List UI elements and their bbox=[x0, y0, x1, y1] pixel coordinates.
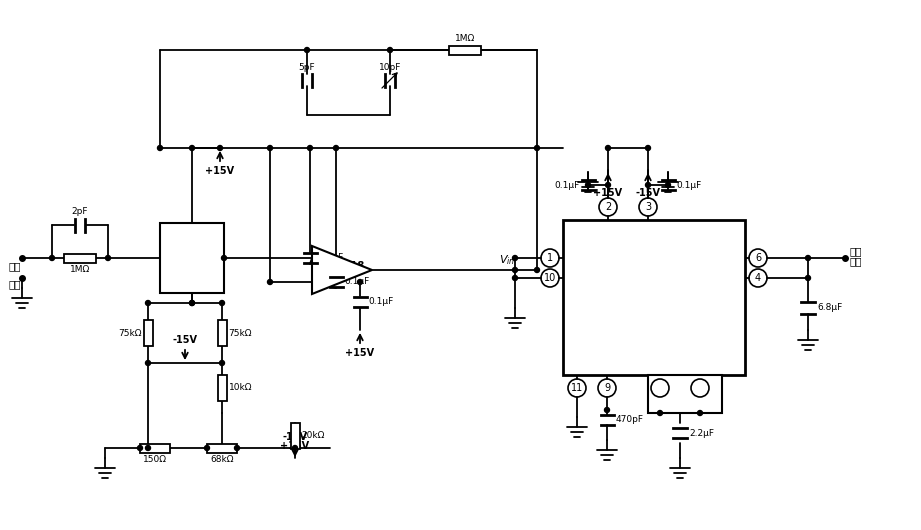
Text: 75kΩ: 75kΩ bbox=[228, 329, 252, 338]
Text: 2N3954: 2N3954 bbox=[169, 248, 215, 258]
Bar bbox=[563, 220, 745, 375]
Circle shape bbox=[190, 146, 194, 151]
Circle shape bbox=[106, 255, 111, 261]
Bar bbox=[64, 253, 96, 262]
Circle shape bbox=[605, 182, 611, 188]
Circle shape bbox=[146, 301, 150, 305]
Text: 75kΩ: 75kΩ bbox=[118, 329, 142, 338]
Circle shape bbox=[137, 446, 143, 450]
Text: 0.1μF: 0.1μF bbox=[677, 181, 702, 190]
Text: 6: 6 bbox=[755, 253, 761, 263]
Bar bbox=[217, 375, 227, 401]
Circle shape bbox=[217, 146, 223, 151]
Circle shape bbox=[534, 268, 540, 272]
Circle shape bbox=[388, 48, 392, 52]
Text: 2pF: 2pF bbox=[72, 208, 88, 216]
Circle shape bbox=[305, 48, 309, 52]
Text: 9: 9 bbox=[604, 383, 610, 393]
Circle shape bbox=[219, 360, 225, 366]
Circle shape bbox=[50, 255, 54, 261]
Bar bbox=[140, 444, 170, 453]
Circle shape bbox=[308, 146, 312, 151]
Circle shape bbox=[658, 411, 662, 416]
Text: AD536J: AD536J bbox=[623, 290, 685, 305]
Text: +15V: +15V bbox=[593, 188, 623, 198]
Text: +15V: +15V bbox=[205, 166, 235, 176]
Circle shape bbox=[697, 411, 703, 416]
Bar bbox=[449, 46, 481, 55]
Circle shape bbox=[646, 146, 650, 151]
Circle shape bbox=[512, 255, 518, 261]
Text: 1MΩ: 1MΩ bbox=[455, 34, 475, 43]
Circle shape bbox=[146, 446, 150, 450]
Text: 4: 4 bbox=[755, 273, 761, 283]
Text: 2: 2 bbox=[605, 202, 612, 212]
Text: 输入: 输入 bbox=[8, 279, 21, 289]
Text: 3: 3 bbox=[645, 202, 651, 212]
Circle shape bbox=[512, 276, 518, 280]
Text: 5pF: 5pF bbox=[298, 63, 315, 72]
Text: 10kΩ: 10kΩ bbox=[228, 384, 252, 393]
Circle shape bbox=[646, 182, 650, 188]
Circle shape bbox=[806, 276, 810, 280]
Circle shape bbox=[605, 146, 611, 151]
Text: 0.1μF: 0.1μF bbox=[368, 297, 394, 306]
Text: 1MΩ: 1MΩ bbox=[70, 265, 90, 274]
Circle shape bbox=[586, 182, 590, 188]
Text: 1: 1 bbox=[547, 253, 554, 263]
Text: 10pF: 10pF bbox=[379, 63, 402, 72]
Circle shape bbox=[221, 255, 227, 261]
Circle shape bbox=[235, 446, 239, 450]
Circle shape bbox=[333, 146, 339, 151]
Circle shape bbox=[512, 268, 518, 272]
Circle shape bbox=[666, 182, 670, 188]
Bar bbox=[217, 320, 227, 346]
Text: 8: 8 bbox=[657, 383, 663, 393]
Text: $V_{in}$: $V_{in}$ bbox=[499, 253, 515, 267]
Text: -15V: -15V bbox=[635, 188, 660, 198]
Text: 直流: 直流 bbox=[850, 246, 862, 256]
Text: 交流: 交流 bbox=[8, 261, 21, 271]
Text: 20kΩ: 20kΩ bbox=[301, 431, 325, 440]
Text: 0.1μF: 0.1μF bbox=[554, 181, 579, 190]
Bar bbox=[648, 375, 722, 413]
Text: -15V: -15V bbox=[283, 432, 308, 442]
Circle shape bbox=[219, 301, 225, 305]
Circle shape bbox=[267, 146, 273, 151]
Text: 150Ω: 150Ω bbox=[143, 455, 167, 464]
Text: 0.1μF: 0.1μF bbox=[344, 278, 369, 287]
Bar bbox=[290, 423, 299, 449]
Circle shape bbox=[190, 301, 194, 305]
Circle shape bbox=[267, 279, 273, 285]
Text: +15V: +15V bbox=[345, 348, 375, 358]
Bar bbox=[160, 223, 224, 293]
Circle shape bbox=[293, 446, 297, 450]
Text: 2: 2 bbox=[189, 261, 195, 271]
Text: 11: 11 bbox=[571, 383, 583, 393]
Text: LM318: LM318 bbox=[328, 261, 364, 271]
Circle shape bbox=[806, 255, 810, 261]
Text: 7: 7 bbox=[697, 383, 703, 393]
Text: 6.8μF: 6.8μF bbox=[817, 304, 842, 313]
Text: 2.2μF: 2.2μF bbox=[689, 428, 714, 437]
Text: -15V: -15V bbox=[172, 335, 197, 345]
Circle shape bbox=[146, 360, 150, 366]
Text: 10: 10 bbox=[544, 273, 556, 283]
Text: 输出: 输出 bbox=[850, 256, 862, 266]
Text: 68kΩ: 68kΩ bbox=[210, 455, 234, 464]
Text: +15V: +15V bbox=[280, 441, 309, 451]
Circle shape bbox=[534, 146, 540, 151]
Text: 470pF: 470pF bbox=[615, 416, 644, 425]
Circle shape bbox=[157, 146, 162, 151]
Circle shape bbox=[204, 446, 209, 450]
Text: 0.1μF: 0.1μF bbox=[319, 253, 344, 262]
Circle shape bbox=[190, 301, 194, 305]
Polygon shape bbox=[312, 246, 372, 294]
Bar bbox=[207, 444, 237, 453]
Circle shape bbox=[357, 279, 363, 285]
Circle shape bbox=[604, 408, 610, 412]
Bar bbox=[144, 320, 153, 346]
